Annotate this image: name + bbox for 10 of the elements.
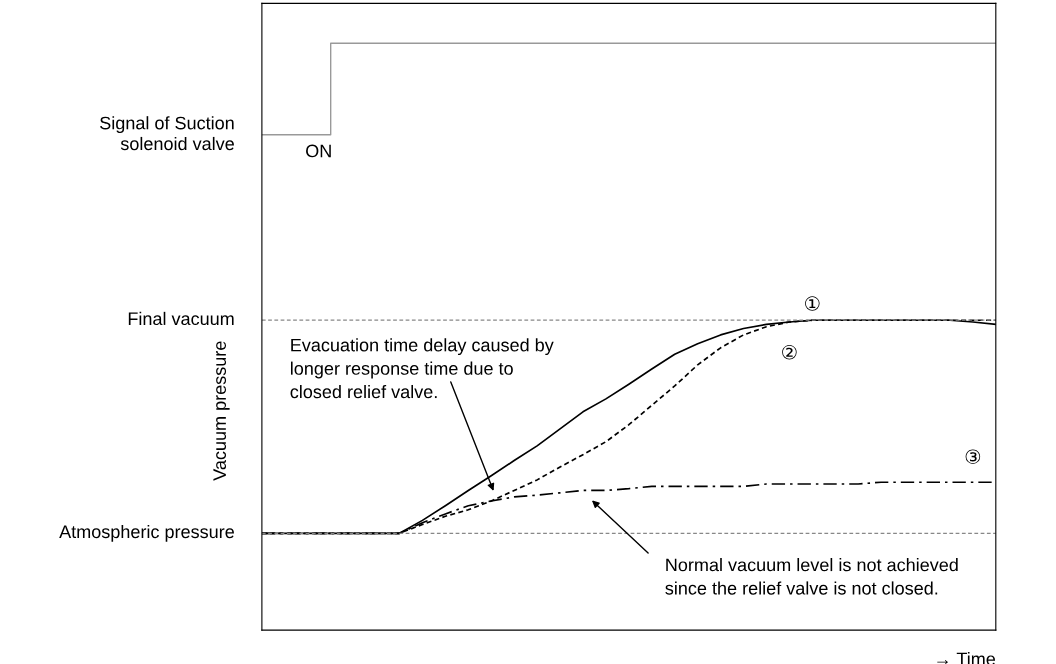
y-axis-title: Vacuum pressure [213, 341, 230, 481]
series-label: ③ [965, 449, 981, 464]
annotation: Normal vacuum level is not achieved since the relief valve is not closed. [665, 558, 958, 595]
annotation: Evacuation time delay caused by longer response time due to closed relief valve. [290, 338, 554, 399]
series-label: ① [805, 296, 820, 311]
text: Signal of Suction solenoid valve [100, 116, 234, 151]
series-label: ② [782, 344, 797, 360]
annotation: ON [306, 144, 331, 158]
ref-line-label: Atmospheric pressure [59, 524, 234, 542]
ref-line-label: Final vacuum [128, 311, 234, 326]
